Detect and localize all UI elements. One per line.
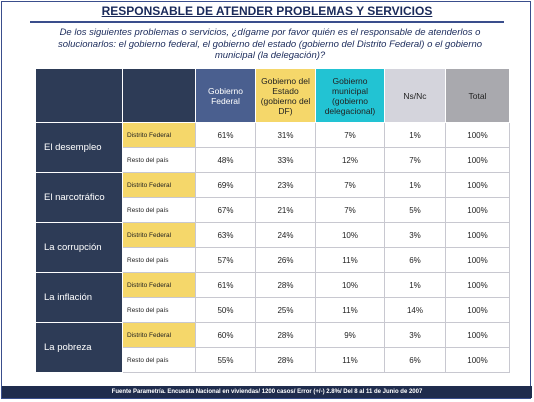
cell: 100% — [445, 347, 510, 373]
column-header: Gobierno del Estado (gobierno del DF) — [255, 68, 316, 123]
row-label: Resto del país — [122, 247, 196, 273]
cell: 25% — [255, 297, 316, 323]
row-label: Distrito Federal — [122, 172, 196, 198]
cell: 5% — [384, 197, 446, 223]
cell: 9% — [315, 322, 385, 348]
cell: 48% — [195, 147, 256, 173]
row-label: Resto del país — [122, 347, 196, 373]
group-label: El desempleo — [35, 122, 123, 173]
cell: 23% — [255, 172, 316, 198]
row-label: Distrito Federal — [122, 272, 196, 298]
cell: 7% — [315, 197, 385, 223]
blank-header — [122, 68, 196, 123]
cell: 100% — [445, 147, 510, 173]
row-label: Resto del país — [122, 297, 196, 323]
column-header: Gobierno Federal — [195, 68, 256, 123]
cell: 10% — [315, 222, 385, 248]
row-label: Resto del país — [122, 197, 196, 223]
data-row: El desempleo Distrito Federal 61% 31% 7% 1% 10… — [35, 122, 510, 173]
cell: 60% — [195, 322, 256, 348]
cell: 50% — [195, 297, 256, 323]
header-row: Gobierno Federal Gobierno del Estado (gob… — [35, 68, 510, 123]
results-table: Gobierno Federal Gobierno del Estado (gob… — [35, 68, 510, 373]
cell: 28% — [255, 347, 316, 373]
data-row: El narcotráfico Distrito Federal 69% 23% 7% 1… — [35, 172, 510, 223]
cell: 26% — [255, 247, 316, 273]
column-header: Ns/Nc — [384, 68, 446, 123]
data-row: Resto del país 48% 33% 12% 7% 100% — [36, 147, 510, 173]
data-row: Resto del país 57% 26% 11% 6% 100% — [36, 247, 510, 273]
cell: 100% — [445, 172, 510, 198]
cell: 100% — [445, 322, 510, 348]
row-label: Resto del país — [122, 147, 196, 173]
group-label: La corrupción — [35, 222, 123, 273]
cell: 100% — [445, 272, 510, 298]
data-row: Resto del país 55% 28% 11% 6% 100% — [36, 347, 510, 373]
group-label: El narcotráfico — [35, 172, 123, 223]
cell: 1% — [384, 122, 446, 148]
cell: 11% — [315, 297, 385, 323]
cell: 31% — [255, 122, 316, 148]
cell: 3% — [384, 322, 446, 348]
data-row: La inflación Distrito Federal 61% 28% 10% 1% 1… — [35, 272, 510, 323]
cell: 12% — [315, 147, 385, 173]
cell: 63% — [195, 222, 256, 248]
cell: 100% — [445, 247, 510, 273]
column-header: Total — [445, 68, 510, 123]
cell: 7% — [384, 147, 446, 173]
cell: 100% — [445, 197, 510, 223]
question: De los siguientes problemas o servicios,… — [57, 27, 483, 61]
cell: 6% — [384, 347, 446, 373]
title-rule — [30, 21, 504, 23]
cell: 11% — [315, 347, 385, 373]
cell: 100% — [445, 122, 510, 148]
group-label: La inflación — [35, 272, 123, 323]
blank-header — [35, 68, 123, 123]
column-header: Gobierno municipal (gobierno delegaciona… — [315, 68, 385, 123]
data-row: La pobreza Distrito Federal 60% 28% 9% 3% 100% — [35, 322, 510, 373]
cell: 61% — [195, 122, 256, 148]
cell: 55% — [195, 347, 256, 373]
row-label: Distrito Federal — [122, 222, 196, 248]
cell: 3% — [384, 222, 446, 248]
cell: 7% — [315, 122, 385, 148]
data-row: La corrupción Distrito Federal 63% 24% 10% 3%… — [35, 222, 510, 273]
data-row: Resto del país 50% 25% 11% 14% 100% — [36, 297, 510, 323]
row-label: Distrito Federal — [122, 322, 196, 348]
cell: 100% — [445, 222, 510, 248]
cell: 14% — [384, 297, 446, 323]
cell: 33% — [255, 147, 316, 173]
cell: 69% — [195, 172, 256, 198]
cell: 1% — [384, 272, 446, 298]
data-row: Resto del país 67% 21% 7% 5% 100% — [36, 197, 510, 223]
cell: 28% — [255, 322, 316, 348]
cell: 24% — [255, 222, 316, 248]
cell: 28% — [255, 272, 316, 298]
cell: 67% — [195, 197, 256, 223]
cell: 6% — [384, 247, 446, 273]
cell: 21% — [255, 197, 316, 223]
footer: Fuente Parametría. Encuesta Nacional en … — [2, 386, 532, 398]
row-label: Distrito Federal — [122, 122, 196, 148]
cell: 61% — [195, 272, 256, 298]
cell: 1% — [384, 172, 446, 198]
cell: 100% — [445, 297, 510, 323]
group-label: La pobreza — [35, 322, 123, 373]
cell: 7% — [315, 172, 385, 198]
cell: 57% — [195, 247, 256, 273]
title: RESPONSABLE DE ATENDER PROBLEMAS Y SERVI… — [101, 4, 433, 18]
cell: 11% — [315, 247, 385, 273]
cell: 10% — [315, 272, 385, 298]
